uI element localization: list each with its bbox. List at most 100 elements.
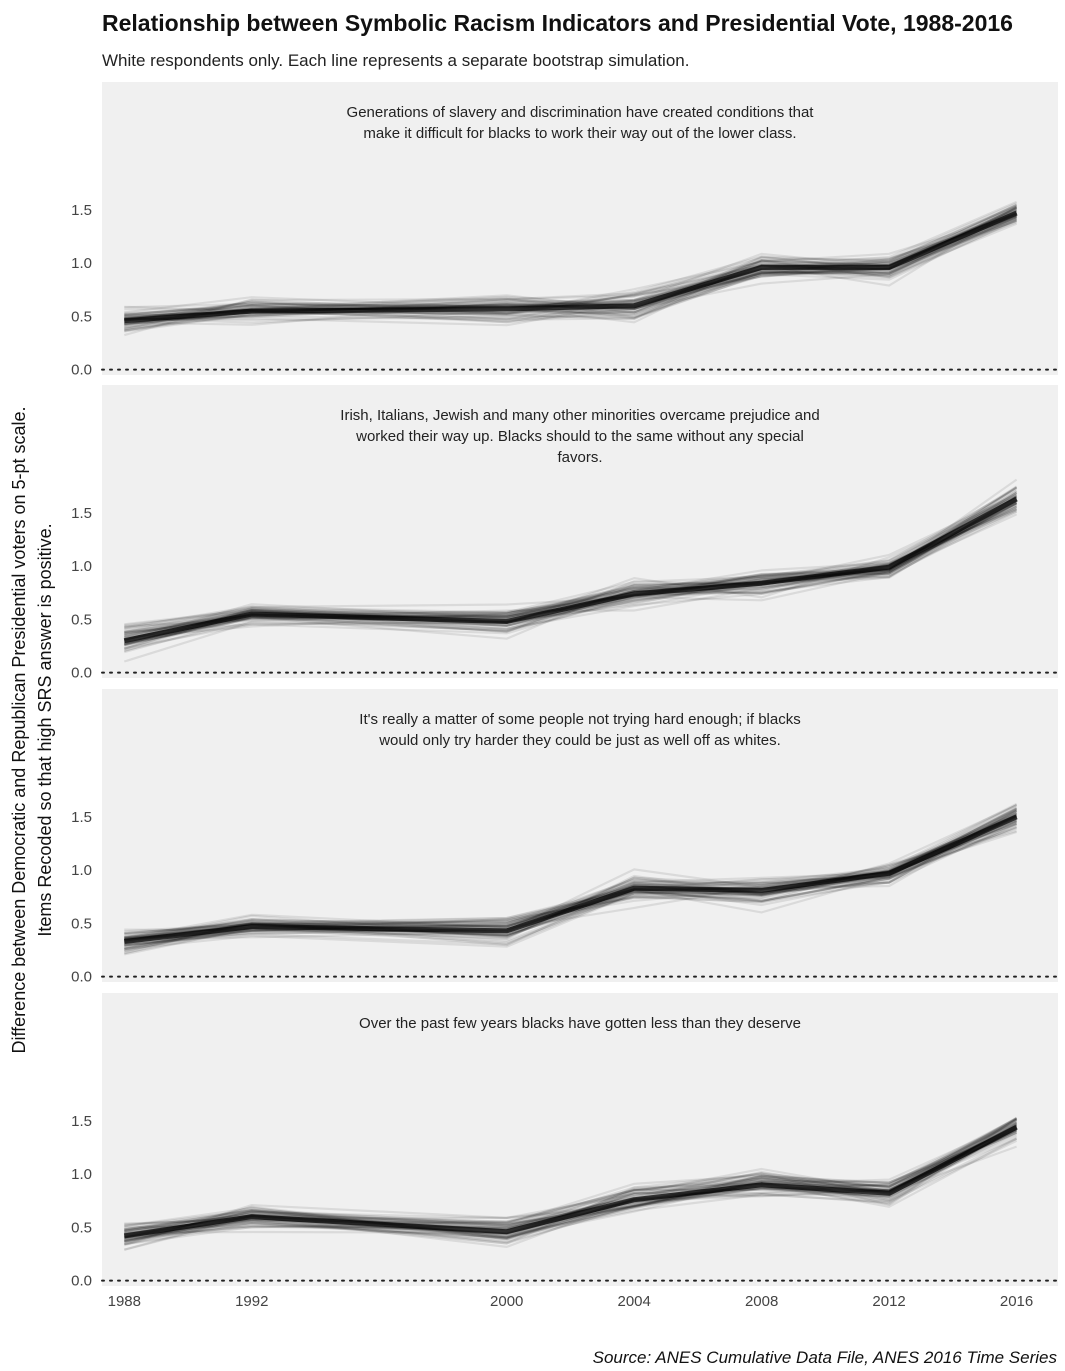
bootstrap-series-line	[124, 505, 1018, 645]
bootstrap-series-line	[124, 1118, 1018, 1242]
bootstrap-series-line	[124, 1126, 1018, 1233]
bootstrap-series-line	[124, 803, 1018, 942]
bootstrap-series-line	[124, 1127, 1018, 1240]
bootstrap-lines	[124, 200, 1018, 337]
bootstrap-series-line	[124, 814, 1018, 944]
y-axis-label-line-2: Items Recoded so that high SRS answer is…	[35, 523, 55, 936]
x-axis: 1988 1992 2000 2004 2008 2012 2016	[108, 1293, 1034, 1310]
y-tick-label: 1.0	[71, 862, 92, 879]
y-tick-label: 1.0	[71, 255, 92, 272]
bootstrap-series-line	[124, 510, 1018, 652]
bootstrap-series-line	[124, 215, 1017, 326]
panel-background	[102, 385, 1058, 678]
y-tick-label: 1.5	[71, 202, 92, 219]
y-axis-label-line-1: Difference between Democratic and Republ…	[9, 406, 29, 1053]
bootstrap-series-line	[124, 1131, 1018, 1246]
bootstrap-series-line	[124, 204, 1018, 317]
bootstrap-series-line	[124, 827, 1017, 939]
bootstrap-series-line	[124, 486, 1018, 640]
bootstrap-series-line	[124, 822, 1018, 946]
bootstrap-series-line	[124, 1124, 1018, 1232]
bootstrap-series-line	[124, 214, 1018, 320]
y-tick-label: 1.0	[71, 1166, 92, 1183]
bootstrap-series-line	[124, 495, 1018, 628]
chart-title: Relationship between Symbolic Racism Ind…	[102, 10, 1013, 36]
bootstrap-series-line	[124, 1120, 1018, 1238]
bootstrap-series-line	[124, 1131, 1018, 1239]
bootstrap-series-line	[124, 210, 1018, 324]
bootstrap-series-line	[124, 1129, 1018, 1231]
facet-panel: It's really a matter of some people not …	[71, 689, 1059, 986]
y-tick-label: 0.5	[71, 915, 92, 932]
bootstrap-series-line	[124, 215, 1018, 321]
y-tick-label: 0.0	[71, 362, 92, 379]
mean-series-line	[124, 210, 1018, 324]
y-tick-label: 0.5	[71, 611, 92, 628]
facet-panel: Over the past few years blacks have gott…	[71, 993, 1059, 1290]
y-tick-label: 1.5	[71, 809, 92, 826]
facet-panel: Irish, Italians, Jewish and many other m…	[71, 385, 1059, 682]
bootstrap-series-line	[124, 814, 1018, 951]
mean-series-line	[124, 814, 1018, 944]
y-tick-label: 1.0	[71, 558, 92, 575]
bootstrap-lines	[123, 1116, 1018, 1251]
mean-series-line	[123, 496, 1018, 644]
bootstrap-series-line	[124, 205, 1018, 321]
panel-title-line: make it difficult for blacks to work the…	[363, 125, 796, 142]
y-tick-label: 1.5	[71, 1113, 92, 1130]
bootstrap-series-line	[124, 1124, 1018, 1240]
bootstrap-series-line	[124, 498, 1018, 642]
facet-panel: Generations of slavery and discriminatio…	[71, 82, 1059, 379]
bootstrap-series-line	[124, 211, 1018, 327]
bootstrap-series-line	[124, 1117, 1018, 1238]
bootstrap-series-line	[124, 802, 1018, 939]
bootstrap-series-line	[124, 818, 1017, 941]
bootstrap-series-line	[124, 1121, 1018, 1236]
bootstrap-series-line	[124, 508, 1018, 644]
bootstrap-series-line	[124, 495, 1018, 635]
bootstrap-series-line	[124, 808, 1018, 946]
x-tick-label: 1988	[108, 1293, 141, 1310]
bootstrap-series-line	[124, 1117, 1018, 1226]
bootstrap-series-line	[123, 513, 1018, 650]
bootstrap-series-line	[124, 217, 1018, 314]
bootstrap-series-line	[124, 213, 1017, 327]
bootstrap-series-line	[124, 1131, 1018, 1243]
panel-title-line: favors.	[557, 449, 602, 466]
bootstrap-series-line	[124, 810, 1018, 944]
bootstrap-series-line	[124, 1137, 1018, 1246]
bootstrap-series-line	[124, 217, 1017, 325]
bootstrap-series-line	[124, 1117, 1018, 1245]
bootstrap-series-line	[124, 504, 1018, 635]
bootstrap-lines	[123, 478, 1018, 663]
bootstrap-series-line	[124, 497, 1018, 644]
facet-panels: Generations of slavery and discriminatio…	[71, 82, 1059, 1290]
mean-series-line	[123, 1124, 1018, 1239]
bootstrap-series-line	[123, 1126, 1018, 1247]
panel-title-line: Generations of slavery and discriminatio…	[347, 104, 815, 121]
bootstrap-series-line	[124, 214, 1018, 321]
bootstrap-series-line	[124, 806, 1018, 945]
bootstrap-series-line	[124, 215, 1018, 331]
bootstrap-series-line	[124, 1129, 1018, 1241]
bootstrap-series-line	[124, 491, 1018, 638]
bootstrap-series-line	[124, 812, 1018, 940]
bootstrap-series-line	[124, 214, 1017, 329]
bootstrap-series-line	[123, 501, 1018, 653]
bootstrap-lines	[124, 802, 1018, 956]
x-tick-label: 2012	[872, 1293, 905, 1310]
bootstrap-series-line	[124, 1117, 1018, 1239]
bootstrap-series-line	[124, 212, 1017, 316]
bootstrap-series-line	[124, 815, 1018, 932]
x-tick-label: 2000	[490, 1293, 523, 1310]
bootstrap-series-line	[124, 1118, 1018, 1242]
bootstrap-series-line	[124, 829, 1017, 947]
panel-title-line: worked their way up. Blacks should to th…	[355, 428, 804, 445]
x-tick-label: 2008	[745, 1293, 778, 1310]
y-tick-label: 0.5	[71, 1219, 92, 1236]
bootstrap-series-line	[124, 819, 1018, 955]
y-tick-label: 1.5	[71, 505, 92, 522]
x-tick-label: 2004	[617, 1293, 650, 1310]
x-tick-label: 2016	[1000, 1293, 1033, 1310]
